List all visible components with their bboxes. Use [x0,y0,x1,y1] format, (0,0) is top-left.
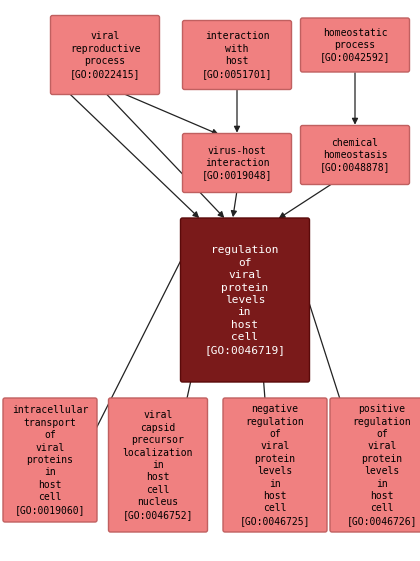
Text: regulation
of
viral
protein
levels
in
host
cell
[GO:0046719]: regulation of viral protein levels in ho… [205,245,286,355]
FancyBboxPatch shape [300,126,410,185]
FancyBboxPatch shape [183,134,291,192]
FancyBboxPatch shape [108,398,207,532]
Text: positive
regulation
of
viral
protein
levels
in
host
cell
[GO:0046726]: positive regulation of viral protein lev… [347,404,417,526]
FancyBboxPatch shape [330,398,420,532]
FancyBboxPatch shape [3,398,97,522]
Text: homeostatic
process
[GO:0042592]: homeostatic process [GO:0042592] [320,27,390,62]
FancyBboxPatch shape [183,21,291,90]
FancyBboxPatch shape [300,18,410,72]
FancyBboxPatch shape [50,16,160,94]
Text: viral
capsid
precursor
localization
in
host
cell
nucleus
[GO:0046752]: viral capsid precursor localization in h… [123,411,193,519]
FancyBboxPatch shape [223,398,327,532]
Text: virus-host
interaction
[GO:0019048]: virus-host interaction [GO:0019048] [202,146,272,181]
FancyBboxPatch shape [181,218,310,382]
Text: viral
reproductive
process
[GO:0022415]: viral reproductive process [GO:0022415] [70,31,140,79]
Text: intracellular
transport
of
viral
proteins
in
host
cell
[GO:0019060]: intracellular transport of viral protein… [12,406,88,514]
Text: negative
regulation
of
viral
protein
levels
in
host
cell
[GO:0046725]: negative regulation of viral protein lev… [240,404,310,526]
Text: chemical
homeostasis
[GO:0048878]: chemical homeostasis [GO:0048878] [320,137,390,172]
Text: interaction
with
host
[GO:0051701]: interaction with host [GO:0051701] [202,31,272,79]
